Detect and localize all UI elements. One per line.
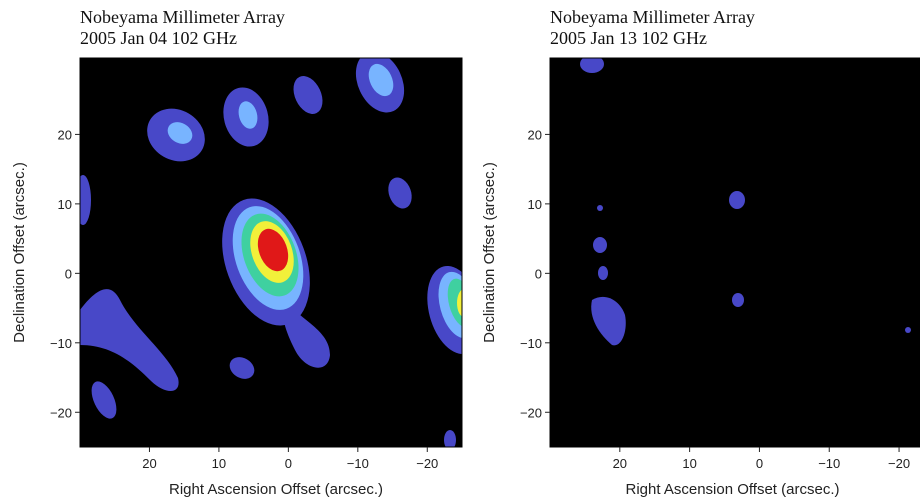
chart-title: Nobeyama Millimeter Array bbox=[550, 7, 755, 27]
y-tick-label: 20 bbox=[58, 127, 72, 142]
y-tick-label: 10 bbox=[58, 197, 72, 212]
x-tick-label: −20 bbox=[888, 456, 910, 471]
x-tick-label: 0 bbox=[756, 456, 763, 471]
x-tick-label: 20 bbox=[142, 456, 156, 471]
y-tick-label: −20 bbox=[520, 405, 542, 420]
x-axis-label: Right Ascension Offset (arcsec.) bbox=[626, 481, 840, 498]
y-axis-label: Declination Offset (arcsec.) bbox=[481, 162, 498, 343]
x-tick-label: −10 bbox=[818, 456, 840, 471]
x-axis-label: Right Ascension Offset (arcsec.) bbox=[169, 481, 383, 498]
chart-subtitle: 2005 Jan 04 102 GHz bbox=[80, 28, 237, 48]
x-tick-label: 10 bbox=[212, 456, 226, 471]
x-tick-label: −20 bbox=[416, 456, 438, 471]
axes-frame bbox=[79, 57, 463, 448]
x-tick-label: 0 bbox=[285, 456, 292, 471]
plot-area bbox=[550, 58, 920, 447]
contours bbox=[80, 58, 462, 447]
y-axis-label: Declination Offset (arcsec.) bbox=[11, 162, 28, 343]
y-tick-label: 0 bbox=[65, 266, 72, 281]
y-tick-label: 20 bbox=[528, 127, 542, 142]
x-tick-label: 20 bbox=[613, 456, 627, 471]
x-tick-label: 10 bbox=[682, 456, 696, 471]
axes-frame bbox=[549, 57, 920, 448]
y-tick-label: 0 bbox=[535, 266, 542, 281]
chart-subtitle: 2005 Jan 13 102 GHz bbox=[550, 28, 707, 48]
y-tick-label: 10 bbox=[528, 197, 542, 212]
y-tick-label: −10 bbox=[520, 336, 542, 351]
chart-title: Nobeyama Millimeter Array bbox=[80, 7, 285, 27]
y-tick-label: −20 bbox=[50, 405, 72, 420]
contours bbox=[580, 58, 911, 346]
x-tick-label: −10 bbox=[347, 456, 369, 471]
y-tick-label: −10 bbox=[50, 336, 72, 351]
